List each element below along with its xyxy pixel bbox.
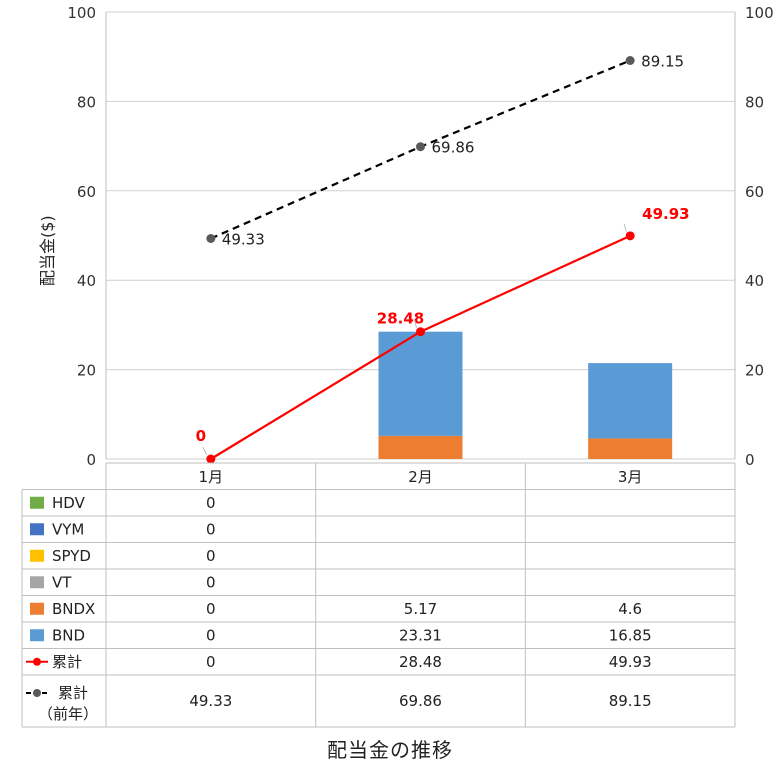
legend-key-bndx (30, 602, 44, 615)
table-value-cell: 4.6 (618, 600, 642, 618)
cumulative-point (625, 231, 635, 241)
y2-tick-label: 20 (745, 362, 764, 380)
table-value-cell: 49.33 (189, 692, 232, 710)
legend-key-marker (33, 689, 41, 697)
prev-year-data-label: 89.15 (641, 52, 684, 70)
y2-tick-label: 40 (745, 272, 764, 290)
table-header-cell: 1月 (199, 468, 224, 486)
y-tick-label: 0 (86, 451, 96, 469)
table-value-cell: 5.17 (404, 600, 437, 618)
legend-label: 累計 (58, 684, 88, 702)
y2-tick-label: 0 (745, 451, 755, 469)
table-value-cell: 23.31 (399, 626, 442, 644)
y2-tick-label: 60 (745, 183, 764, 201)
legend-label: HDV (52, 494, 86, 512)
prev-year-data-label: 69.86 (432, 139, 475, 157)
table-value-cell: 69.86 (399, 692, 442, 710)
legend-label: BNDX (52, 600, 95, 618)
y-tick-label: 100 (67, 4, 96, 22)
table-value-cell: 0 (206, 494, 216, 512)
table-value-cell: 0 (206, 600, 216, 618)
y-tick-label: 80 (77, 93, 96, 111)
bar-bndx (588, 438, 673, 459)
legend-key-bnd (30, 629, 44, 642)
y-tick-label: 60 (77, 183, 96, 201)
table-value-cell: 0 (206, 547, 216, 565)
cumulative-data-label: 0 (196, 427, 206, 445)
bar-bnd (588, 363, 673, 439)
legend-key-vt (30, 576, 44, 589)
prev-year-data-label: 49.33 (222, 230, 265, 248)
legend-label: 累計 (52, 653, 82, 671)
label-leader (202, 446, 208, 456)
y2-tick-label: 100 (745, 4, 774, 22)
label-leader (414, 319, 417, 328)
y-tick-label: 40 (77, 272, 96, 290)
table-value-cell: 0 (206, 573, 216, 591)
y-tick-label: 20 (77, 362, 96, 380)
cumulative-point (206, 454, 216, 464)
prev-year-point (206, 233, 216, 243)
chart-title: 配当金の推移 (327, 738, 453, 762)
legend-key-spyd (30, 549, 44, 562)
table-value-cell: 0 (206, 653, 216, 671)
cumulative-data-label: 49.93 (642, 205, 689, 223)
bar-bnd (378, 331, 463, 436)
legend-label: （前年） (38, 705, 98, 723)
legend-label: SPYD (52, 547, 91, 565)
table-value-cell: 28.48 (399, 653, 442, 671)
cumulative-data-label: 28.48 (377, 310, 424, 328)
prev-year-point (625, 55, 635, 65)
table-value-cell: 49.93 (609, 653, 652, 671)
bar-bndx (378, 435, 463, 459)
y2-tick-label: 80 (745, 93, 764, 111)
table-value-cell: 0 (206, 520, 216, 538)
prev-year-point (416, 142, 425, 152)
legend-key-marker (33, 657, 41, 666)
cumulative-point (416, 327, 425, 337)
legend-key-hdv (30, 496, 44, 509)
legend-label: BND (52, 626, 85, 644)
label-leader (623, 223, 627, 232)
legend-label: VT (52, 573, 72, 591)
table-value-cell: 16.85 (609, 626, 652, 644)
table-value-cell: 0 (206, 626, 216, 644)
y-axis-label: 配当金($) (38, 215, 57, 286)
table-header-cell: 3月 (618, 468, 643, 486)
table-value-cell: 89.15 (609, 692, 652, 710)
legend-label: VYM (52, 520, 84, 538)
legend-key-vym (30, 523, 44, 536)
table-header-cell: 2月 (408, 468, 433, 486)
